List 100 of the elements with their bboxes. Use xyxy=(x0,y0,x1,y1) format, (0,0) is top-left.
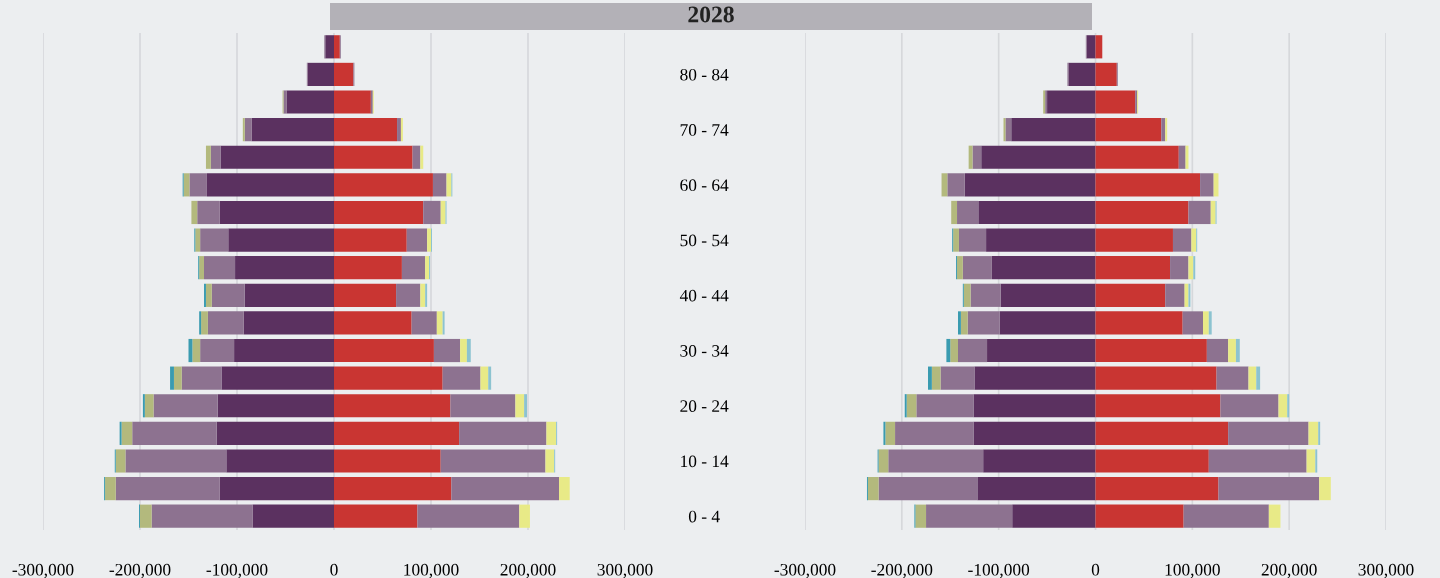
bar xyxy=(105,476,116,501)
bar xyxy=(334,366,443,390)
bar xyxy=(440,200,446,225)
bar xyxy=(1172,228,1192,252)
bar xyxy=(986,228,1096,252)
bar xyxy=(953,228,959,252)
bar xyxy=(411,311,437,335)
bar xyxy=(181,366,222,390)
bar xyxy=(1200,173,1214,197)
bar xyxy=(459,421,547,445)
x-tick-label: -300,000 xyxy=(774,563,836,578)
bar xyxy=(153,394,218,418)
bar xyxy=(915,504,927,528)
bar xyxy=(204,256,236,280)
bar xyxy=(140,504,152,528)
y-tick-label: 80 - 84 xyxy=(680,68,729,81)
bar xyxy=(962,256,992,280)
text: 2028 xyxy=(688,6,734,23)
y-tick-label: 40 - 44 xyxy=(679,289,729,302)
bar xyxy=(334,283,397,307)
x-tick-label: 300,000 xyxy=(597,563,653,578)
bar xyxy=(466,338,471,363)
bar xyxy=(1095,118,1162,142)
bar xyxy=(878,449,889,473)
bar xyxy=(286,90,334,114)
bar xyxy=(205,145,211,169)
bar xyxy=(545,449,555,473)
bar xyxy=(1095,504,1184,528)
bar xyxy=(217,394,334,418)
bar xyxy=(200,338,235,363)
bar xyxy=(1095,338,1207,363)
bar xyxy=(1095,394,1221,418)
x-tick-label: 300,000 xyxy=(1358,563,1414,578)
bar xyxy=(1188,200,1211,225)
bar xyxy=(199,256,205,280)
bar xyxy=(216,421,334,445)
bar xyxy=(1170,256,1189,280)
bar xyxy=(983,449,1096,473)
bar xyxy=(973,421,1096,445)
bar xyxy=(235,256,334,280)
bar xyxy=(515,394,525,418)
bar xyxy=(334,449,441,473)
bar xyxy=(121,421,133,445)
bar xyxy=(1095,173,1201,197)
bar xyxy=(151,504,253,528)
bar xyxy=(950,338,958,363)
bar xyxy=(1208,449,1307,473)
bar xyxy=(1095,366,1217,390)
bar xyxy=(1216,366,1249,390)
bar xyxy=(1161,118,1166,142)
bar xyxy=(420,283,426,307)
bar xyxy=(244,283,334,307)
bar xyxy=(1095,311,1183,335)
bar xyxy=(244,118,252,142)
bar xyxy=(325,35,334,59)
bar xyxy=(895,421,974,445)
x-tick-label: 0 xyxy=(330,563,338,576)
bar xyxy=(170,366,174,390)
bar xyxy=(115,476,220,501)
bar xyxy=(519,504,530,528)
bar xyxy=(957,200,979,225)
bar xyxy=(125,449,227,473)
bar xyxy=(987,338,1096,363)
bar xyxy=(1011,118,1096,142)
bar xyxy=(423,200,441,225)
bar xyxy=(251,118,334,142)
bar xyxy=(1005,118,1012,142)
bar xyxy=(970,283,1001,307)
bar xyxy=(973,394,1096,418)
y-tick-label: 60 - 64 xyxy=(680,179,729,192)
bar xyxy=(334,173,433,197)
bar xyxy=(200,228,229,252)
bar xyxy=(234,338,334,363)
bar xyxy=(191,200,198,225)
bar xyxy=(144,394,154,418)
bar xyxy=(334,311,412,335)
bar xyxy=(1095,421,1229,445)
bar xyxy=(1095,62,1117,87)
x-tick-label: -200,000 xyxy=(871,563,933,578)
bar xyxy=(488,366,492,390)
bar xyxy=(967,311,1000,335)
bar xyxy=(243,311,334,335)
bar xyxy=(192,338,201,363)
bar xyxy=(991,256,1096,280)
bar xyxy=(195,228,201,252)
x-tick-label: -100,000 xyxy=(968,563,1030,578)
bar xyxy=(916,394,974,418)
bar xyxy=(334,504,418,528)
bar xyxy=(442,366,481,390)
bar xyxy=(974,366,1096,390)
bar xyxy=(219,476,334,501)
y-tick-label: 50 - 54 xyxy=(680,234,729,247)
bar xyxy=(396,283,421,307)
bar xyxy=(878,476,978,501)
bar xyxy=(425,256,430,280)
bar xyxy=(1256,366,1261,390)
bar xyxy=(546,421,557,445)
y-tick-label: 30 - 34 xyxy=(680,345,729,357)
bar xyxy=(480,366,489,390)
bar xyxy=(1000,283,1096,307)
